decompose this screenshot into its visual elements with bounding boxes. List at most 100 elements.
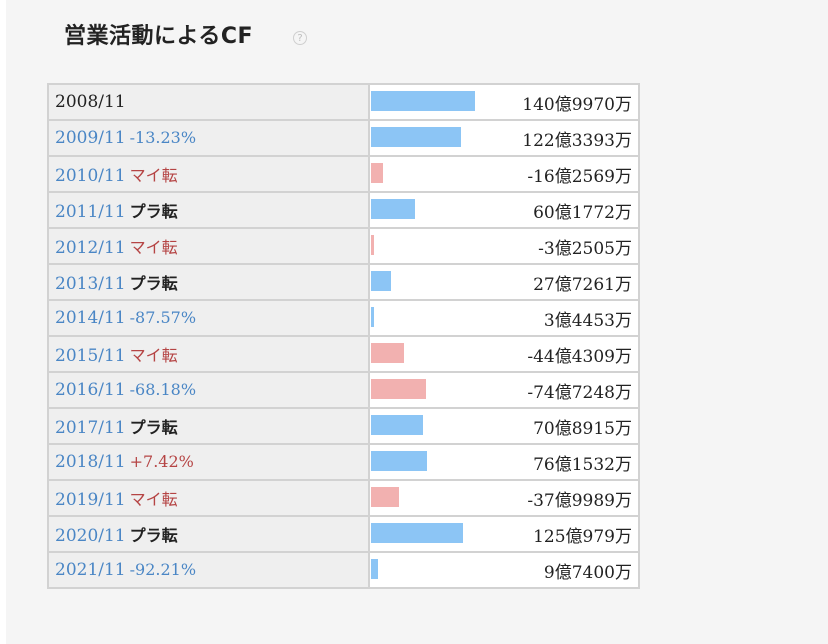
bar-cell <box>368 515 509 553</box>
year-cell: 2021/11 -92.21% <box>47 551 370 589</box>
table-row: 2021/11 -92.21% 9億7400万 <box>47 551 640 589</box>
year-link[interactable]: 2011/11 <box>55 202 126 222</box>
bar-cell <box>368 227 509 265</box>
value-bar <box>371 163 383 183</box>
value-label: 9億7400万 <box>509 551 640 589</box>
year-cell: 2013/11 プラ転 <box>47 263 370 301</box>
change-label: -92.21% <box>129 560 197 579</box>
table-row: 2017/11 プラ転 70億8915万 <box>47 407 640 445</box>
value-label: 60億1772万 <box>509 191 640 229</box>
year-cell: 2008/11 <box>47 83 370 121</box>
change-label: -68.18% <box>129 380 197 399</box>
value-label: -16億2569万 <box>509 155 640 193</box>
year-link[interactable]: 2016/11 <box>55 380 126 400</box>
bar-cell <box>368 155 509 193</box>
year-cell: 2012/11 マイ転 <box>47 227 370 265</box>
year-link[interactable]: 2014/11 <box>55 308 126 328</box>
value-bar <box>371 415 423 435</box>
value-label: 3億4453万 <box>509 299 640 337</box>
table-row: 2011/11 プラ転 60億1772万 <box>47 191 640 229</box>
bar-cell <box>368 335 509 373</box>
year-cell: 2015/11 マイ転 <box>47 335 370 373</box>
change-label: -87.57% <box>129 308 197 327</box>
value-label: 122億3393万 <box>509 119 640 157</box>
value-label: -37億9989万 <box>509 479 640 517</box>
year-cell: 2016/11 -68.18% <box>47 371 370 409</box>
year-link[interactable]: 2018/11 <box>55 452 126 472</box>
year-cell: 2009/11 -13.23% <box>47 119 370 157</box>
bar-cell <box>368 263 509 301</box>
table-row: 2008/11 140億9970万 <box>47 83 640 121</box>
value-label: 76億1532万 <box>509 443 640 481</box>
bar-cell <box>368 371 509 409</box>
table-row: 2018/11 +7.42% 76億1532万 <box>47 443 640 481</box>
cf-table-body: 2008/11 140億9970万 2009/11 -13.23% 122億3393万 2… <box>47 83 640 589</box>
table-row: 2014/11 -87.57% 3億4453万 <box>47 299 640 337</box>
value-bar <box>371 379 426 399</box>
year-link[interactable]: 2020/11 <box>55 526 126 546</box>
year-cell: 2017/11 プラ転 <box>47 407 370 445</box>
value-bar <box>371 523 463 543</box>
value-bar <box>371 487 399 507</box>
change-label: マイ転 <box>129 346 178 365</box>
value-label: 27億7261万 <box>509 263 640 301</box>
value-label: 70億8915万 <box>509 407 640 445</box>
year-cell: 2014/11 -87.57% <box>47 299 370 337</box>
year-link[interactable]: 2017/11 <box>55 418 126 438</box>
change-label: +7.42% <box>129 452 194 471</box>
table-row: 2010/11 マイ転 -16億2569万 <box>47 155 640 193</box>
year-link[interactable]: 2013/11 <box>55 274 126 294</box>
value-label: 125億979万 <box>509 515 640 553</box>
year-link[interactable]: 2019/11 <box>55 490 126 510</box>
bar-cell <box>368 83 509 121</box>
year-link[interactable]: 2010/11 <box>55 166 126 186</box>
bar-cell <box>368 407 509 445</box>
bar-cell <box>368 479 509 517</box>
value-label: -3億2505万 <box>509 227 640 265</box>
bar-cell <box>368 443 509 481</box>
change-label: マイ転 <box>129 166 178 185</box>
year-cell: 2011/11 プラ転 <box>47 191 370 229</box>
year-link[interactable]: 2021/11 <box>55 560 126 580</box>
value-bar <box>371 307 374 327</box>
bar-cell <box>368 551 509 589</box>
year-cell: 2018/11 +7.42% <box>47 443 370 481</box>
value-bar <box>371 235 374 255</box>
bar-cell <box>368 299 509 337</box>
change-label: プラ転 <box>129 418 178 437</box>
year-link[interactable]: 2009/11 <box>55 128 126 148</box>
table-row: 2013/11 プラ転 27億7261万 <box>47 263 640 301</box>
value-bar <box>371 559 378 579</box>
cf-table: 2008/11 140億9970万 2009/11 -13.23% 122億3393万 2… <box>47 83 640 589</box>
year-link[interactable]: 2012/11 <box>55 238 126 258</box>
table-row: 2009/11 -13.23% 122億3393万 <box>47 119 640 157</box>
table-row: 2020/11 プラ転 125億979万 <box>47 515 640 553</box>
value-label: -74億7248万 <box>509 371 640 409</box>
year-cell: 2010/11 マイ転 <box>47 155 370 193</box>
value-label: -44億4309万 <box>509 335 640 373</box>
change-label: マイ転 <box>129 238 178 257</box>
table-row: 2019/11 マイ転 -37億9989万 <box>47 479 640 517</box>
bar-cell <box>368 191 509 229</box>
table-row: 2012/11 マイ転 -3億2505万 <box>47 227 640 265</box>
year-link[interactable]: 2015/11 <box>55 346 126 366</box>
value-bar <box>371 127 461 147</box>
year-label: 2008/11 <box>55 92 126 112</box>
change-label: -13.23% <box>129 128 197 147</box>
bar-cell <box>368 119 509 157</box>
value-bar <box>371 91 475 111</box>
value-bar <box>371 199 415 219</box>
value-label: 140億9970万 <box>509 83 640 121</box>
table-row: 2016/11 -68.18% -74億7248万 <box>47 371 640 409</box>
change-label: マイ転 <box>129 490 178 509</box>
table-row: 2015/11 マイ転 -44億4309万 <box>47 335 640 373</box>
help-icon[interactable]: ? <box>293 31 307 45</box>
value-bar <box>371 271 391 291</box>
value-bar <box>371 343 404 363</box>
year-cell: 2019/11 マイ転 <box>47 479 370 517</box>
value-bar <box>371 451 427 471</box>
change-label: プラ転 <box>129 202 178 221</box>
section-title: 営業活動によるCF <box>64 24 254 49</box>
year-cell: 2020/11 プラ転 <box>47 515 370 553</box>
change-label: プラ転 <box>129 526 178 545</box>
